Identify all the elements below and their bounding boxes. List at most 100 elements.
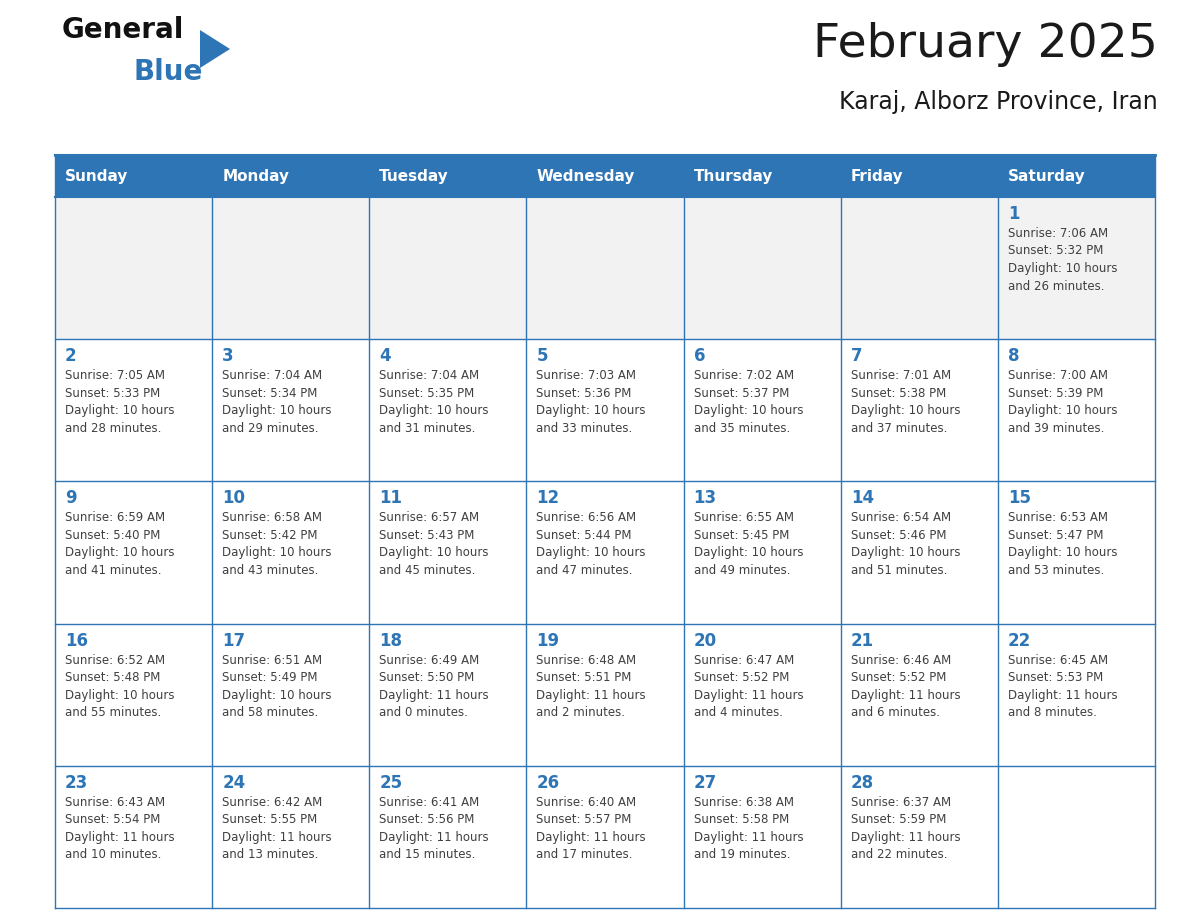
Text: Sunrise: 6:51 AM: Sunrise: 6:51 AM xyxy=(222,654,322,666)
Text: 20: 20 xyxy=(694,632,716,650)
Text: Sunset: 5:51 PM: Sunset: 5:51 PM xyxy=(537,671,632,684)
Bar xyxy=(683,766,841,908)
Text: Sunset: 5:42 PM: Sunset: 5:42 PM xyxy=(222,529,317,542)
Bar xyxy=(683,197,841,339)
Bar xyxy=(55,155,213,197)
Text: Daylight: 11 hours: Daylight: 11 hours xyxy=(694,831,803,844)
Text: 28: 28 xyxy=(851,774,874,792)
Text: Sunset: 5:57 PM: Sunset: 5:57 PM xyxy=(537,813,632,826)
Text: Daylight: 10 hours: Daylight: 10 hours xyxy=(1007,404,1118,417)
Bar xyxy=(55,481,213,623)
Text: 14: 14 xyxy=(851,489,874,508)
Text: Daylight: 10 hours: Daylight: 10 hours xyxy=(1007,262,1118,275)
Text: 9: 9 xyxy=(65,489,76,508)
Text: Sunrise: 6:58 AM: Sunrise: 6:58 AM xyxy=(222,511,322,524)
Text: Sunset: 5:36 PM: Sunset: 5:36 PM xyxy=(537,386,632,399)
Text: Sunday: Sunday xyxy=(65,169,128,184)
Text: and 49 minutes.: and 49 minutes. xyxy=(694,564,790,577)
Bar xyxy=(369,623,526,766)
Text: and 33 minutes.: and 33 minutes. xyxy=(537,421,633,435)
Text: Sunrise: 6:38 AM: Sunrise: 6:38 AM xyxy=(694,796,794,809)
Text: and 26 minutes.: and 26 minutes. xyxy=(1007,279,1105,293)
Bar xyxy=(998,339,1155,481)
Text: and 51 minutes.: and 51 minutes. xyxy=(851,564,947,577)
Text: Sunset: 5:46 PM: Sunset: 5:46 PM xyxy=(851,529,946,542)
Text: Sunrise: 6:48 AM: Sunrise: 6:48 AM xyxy=(537,654,637,666)
Bar xyxy=(213,481,369,623)
Text: February 2025: February 2025 xyxy=(813,22,1158,67)
Text: Sunrise: 6:37 AM: Sunrise: 6:37 AM xyxy=(851,796,950,809)
Bar xyxy=(369,481,526,623)
Text: 5: 5 xyxy=(537,347,548,365)
Text: Sunset: 5:56 PM: Sunset: 5:56 PM xyxy=(379,813,475,826)
Bar xyxy=(55,766,213,908)
Text: and 2 minutes.: and 2 minutes. xyxy=(537,706,625,719)
Text: Daylight: 10 hours: Daylight: 10 hours xyxy=(65,688,175,701)
Text: Sunrise: 6:56 AM: Sunrise: 6:56 AM xyxy=(537,511,637,524)
Bar xyxy=(841,197,998,339)
Text: 2: 2 xyxy=(65,347,76,365)
Text: 22: 22 xyxy=(1007,632,1031,650)
Text: 3: 3 xyxy=(222,347,234,365)
Text: Sunset: 5:52 PM: Sunset: 5:52 PM xyxy=(851,671,946,684)
Text: Daylight: 11 hours: Daylight: 11 hours xyxy=(537,831,646,844)
Text: and 17 minutes.: and 17 minutes. xyxy=(537,848,633,861)
Polygon shape xyxy=(200,30,230,68)
Text: and 43 minutes.: and 43 minutes. xyxy=(222,564,318,577)
Text: 26: 26 xyxy=(537,774,560,792)
Text: Sunrise: 6:49 AM: Sunrise: 6:49 AM xyxy=(379,654,480,666)
Text: Sunrise: 7:05 AM: Sunrise: 7:05 AM xyxy=(65,369,165,382)
Text: Daylight: 10 hours: Daylight: 10 hours xyxy=(1007,546,1118,559)
Text: Sunset: 5:59 PM: Sunset: 5:59 PM xyxy=(851,813,946,826)
Text: Daylight: 10 hours: Daylight: 10 hours xyxy=(65,546,175,559)
Text: Sunrise: 7:02 AM: Sunrise: 7:02 AM xyxy=(694,369,794,382)
Text: and 6 minutes.: and 6 minutes. xyxy=(851,706,940,719)
Text: Daylight: 11 hours: Daylight: 11 hours xyxy=(537,688,646,701)
Text: Daylight: 10 hours: Daylight: 10 hours xyxy=(851,404,960,417)
Bar xyxy=(526,155,683,197)
Bar xyxy=(841,623,998,766)
Text: and 31 minutes.: and 31 minutes. xyxy=(379,421,475,435)
Text: Friday: Friday xyxy=(851,169,903,184)
Text: Daylight: 10 hours: Daylight: 10 hours xyxy=(65,404,175,417)
Text: Sunrise: 7:00 AM: Sunrise: 7:00 AM xyxy=(1007,369,1108,382)
Text: 4: 4 xyxy=(379,347,391,365)
Text: Monday: Monday xyxy=(222,169,289,184)
Bar xyxy=(213,623,369,766)
Text: Sunrise: 6:59 AM: Sunrise: 6:59 AM xyxy=(65,511,165,524)
Bar xyxy=(841,155,998,197)
Bar xyxy=(369,155,526,197)
Text: Sunset: 5:49 PM: Sunset: 5:49 PM xyxy=(222,671,317,684)
Text: Sunrise: 6:46 AM: Sunrise: 6:46 AM xyxy=(851,654,950,666)
Text: Daylight: 11 hours: Daylight: 11 hours xyxy=(222,831,331,844)
Text: Sunset: 5:48 PM: Sunset: 5:48 PM xyxy=(65,671,160,684)
Text: Daylight: 11 hours: Daylight: 11 hours xyxy=(379,831,489,844)
Text: 27: 27 xyxy=(694,774,716,792)
Bar xyxy=(213,155,369,197)
Text: Daylight: 10 hours: Daylight: 10 hours xyxy=(851,546,960,559)
Bar xyxy=(526,766,683,908)
Text: and 28 minutes.: and 28 minutes. xyxy=(65,421,162,435)
Text: Sunrise: 7:01 AM: Sunrise: 7:01 AM xyxy=(851,369,950,382)
Text: Daylight: 11 hours: Daylight: 11 hours xyxy=(379,688,489,701)
Text: Sunrise: 6:52 AM: Sunrise: 6:52 AM xyxy=(65,654,165,666)
Text: Daylight: 11 hours: Daylight: 11 hours xyxy=(1007,688,1118,701)
Bar xyxy=(683,481,841,623)
Text: 7: 7 xyxy=(851,347,862,365)
Text: Sunset: 5:47 PM: Sunset: 5:47 PM xyxy=(1007,529,1104,542)
Text: Sunset: 5:32 PM: Sunset: 5:32 PM xyxy=(1007,244,1104,258)
Text: Sunrise: 7:04 AM: Sunrise: 7:04 AM xyxy=(222,369,322,382)
Text: 24: 24 xyxy=(222,774,246,792)
Text: Sunrise: 6:45 AM: Sunrise: 6:45 AM xyxy=(1007,654,1108,666)
Text: Sunrise: 6:55 AM: Sunrise: 6:55 AM xyxy=(694,511,794,524)
Text: Sunset: 5:33 PM: Sunset: 5:33 PM xyxy=(65,386,160,399)
Bar xyxy=(213,197,369,339)
Text: Sunrise: 6:47 AM: Sunrise: 6:47 AM xyxy=(694,654,794,666)
Text: and 53 minutes.: and 53 minutes. xyxy=(1007,564,1104,577)
Bar xyxy=(526,623,683,766)
Bar xyxy=(55,339,213,481)
Text: 18: 18 xyxy=(379,632,403,650)
Text: and 47 minutes.: and 47 minutes. xyxy=(537,564,633,577)
Bar xyxy=(998,766,1155,908)
Text: 12: 12 xyxy=(537,489,560,508)
